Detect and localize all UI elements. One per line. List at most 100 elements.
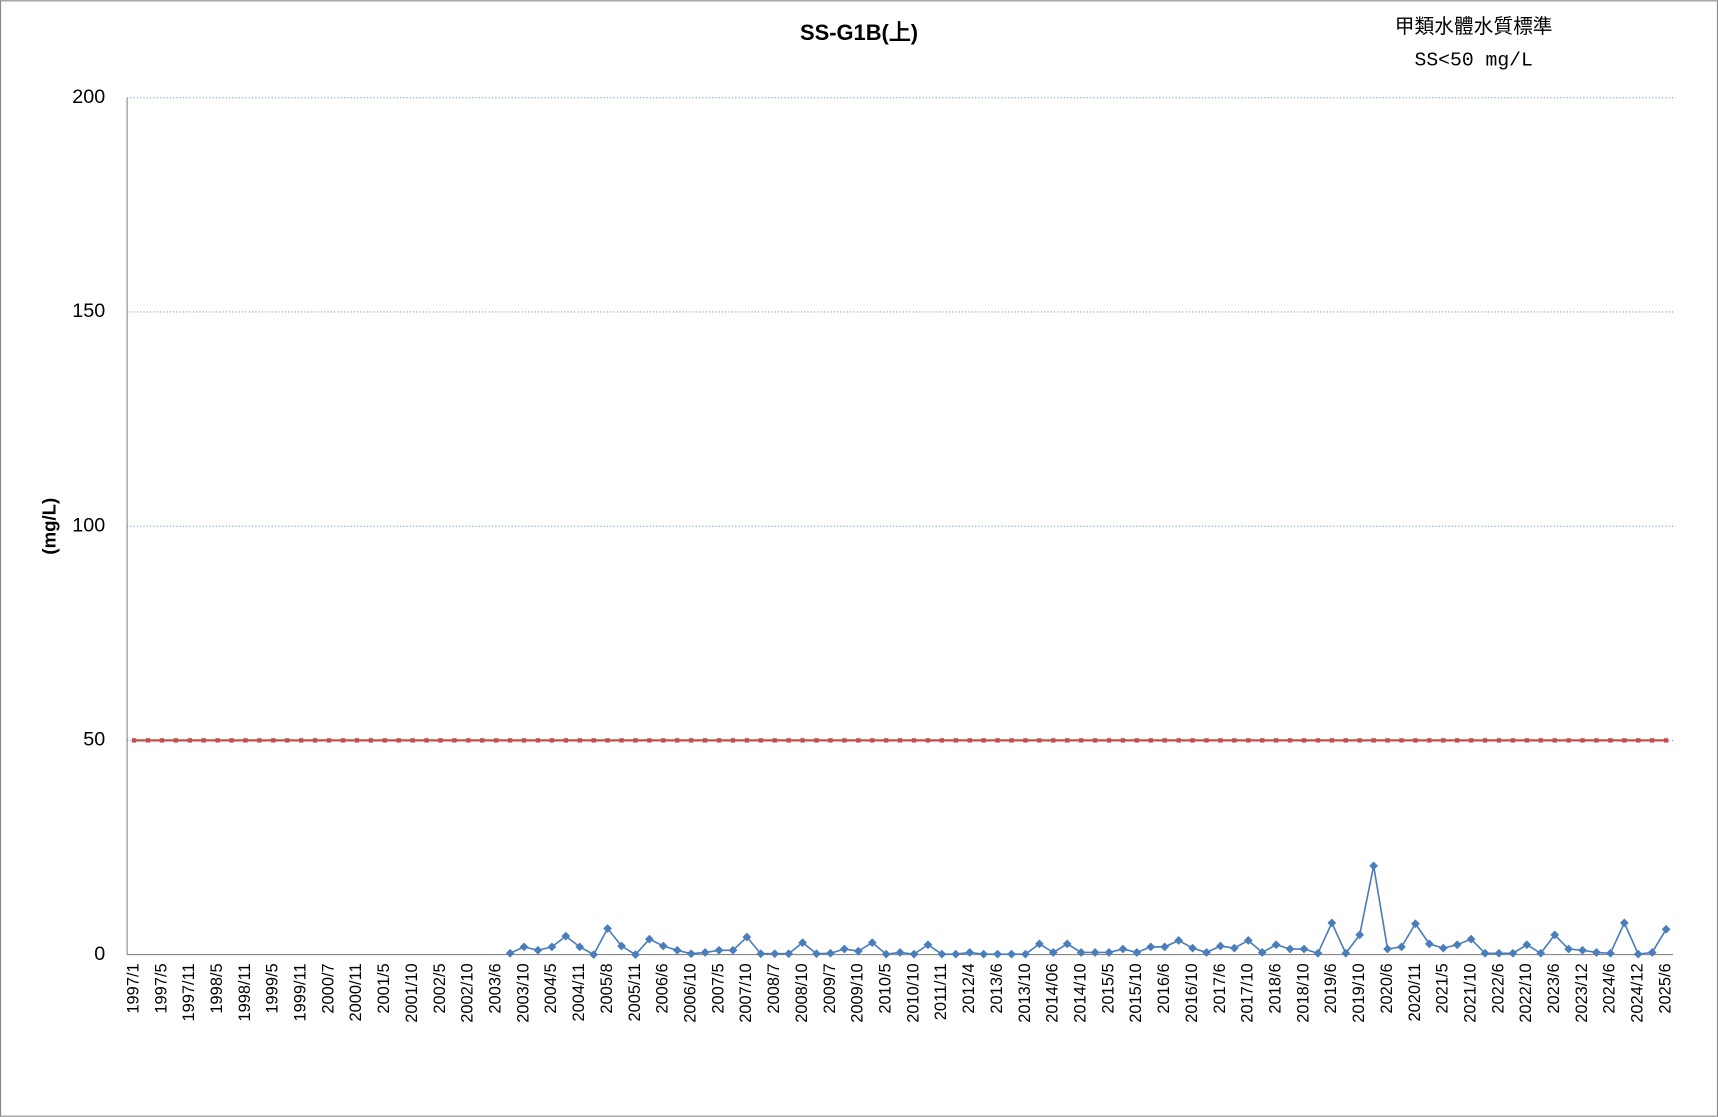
data-point [700, 948, 710, 957]
x-tick-label: 2024/12 [1629, 963, 1647, 1022]
x-tick-label: 2017/10 [1239, 963, 1257, 1022]
data-point [480, 738, 485, 743]
data-point [883, 738, 889, 743]
data-point [645, 934, 654, 944]
data-point [466, 738, 471, 743]
data-point [619, 738, 624, 743]
data-point [1065, 738, 1070, 743]
data-point [1204, 738, 1209, 743]
data-point [1496, 738, 1502, 743]
x-tick-label: 2020/11 [1406, 963, 1424, 1021]
data-point [1468, 738, 1474, 743]
x-tick-label: 2014/06 [1044, 963, 1062, 1022]
x-tick-label: 1997/1 [124, 963, 142, 1013]
data-point [257, 738, 262, 743]
y-tick-label: 150 [72, 300, 105, 322]
data-point [1566, 738, 1571, 743]
data-point [1287, 738, 1293, 743]
data-point [1313, 948, 1323, 958]
data-point [1441, 738, 1446, 743]
data-point [1190, 738, 1195, 743]
data-point [1273, 738, 1279, 743]
data-point [547, 942, 557, 952]
data-point [1494, 948, 1504, 958]
data-point [1051, 738, 1056, 743]
data-point [1661, 924, 1671, 934]
data-point [326, 738, 332, 743]
annotation: 甲類水體水質標準 [1395, 15, 1553, 38]
x-tick-label: 2000/11 [347, 963, 365, 1021]
data-point [201, 738, 206, 743]
data-point [631, 950, 640, 959]
x-tick-label: 2004/5 [542, 963, 560, 1013]
data-point [1592, 948, 1601, 957]
x-tick-label: 2007/10 [737, 963, 755, 1022]
data-point [1399, 738, 1404, 743]
data-point [967, 738, 972, 743]
data-point [853, 946, 863, 956]
data-point [965, 948, 975, 957]
x-tick-label: 2018/6 [1266, 963, 1284, 1013]
data-point [1564, 944, 1574, 954]
x-tick-label: 2012/4 [960, 963, 978, 1013]
data-point [1649, 738, 1655, 743]
data-point [368, 738, 374, 743]
data-point [424, 738, 429, 743]
x-tick-label: 2015/10 [1127, 963, 1145, 1022]
data-point [897, 738, 903, 743]
x-tick-label: 1997/5 [152, 963, 170, 1013]
x-tick-label: 2023/12 [1573, 963, 1591, 1022]
data-point [575, 942, 585, 952]
data-point [354, 738, 360, 743]
data-point [1232, 738, 1237, 743]
x-tick-label: 2019/6 [1322, 963, 1340, 1013]
x-tick-label: 2016/10 [1183, 963, 1201, 1022]
x-tick-label: 2004/11 [570, 963, 588, 1021]
data-point [730, 738, 736, 743]
data-point [1090, 948, 1100, 957]
data-point [1285, 944, 1295, 954]
data-point [1452, 940, 1462, 950]
data-point [1132, 948, 1142, 957]
data-point [1176, 738, 1181, 743]
data-point [438, 738, 443, 743]
x-tick-label: 2021/5 [1434, 963, 1452, 1013]
data-point [1510, 738, 1516, 743]
data-point [1229, 943, 1239, 953]
data-point [911, 738, 917, 743]
data-point [744, 738, 750, 743]
data-point [925, 738, 931, 743]
data-point [589, 950, 599, 959]
x-tick-label: 2016/6 [1155, 963, 1173, 1013]
data-point [605, 738, 610, 743]
data-point [661, 738, 666, 743]
data-point [173, 738, 179, 743]
data-point [756, 949, 766, 959]
data-point [549, 738, 555, 743]
data-point [1636, 738, 1641, 743]
x-tick-label: 2003/6 [487, 963, 505, 1013]
data-point [909, 949, 919, 959]
data-point [1385, 738, 1390, 743]
data-point [953, 738, 958, 743]
data-point [1522, 940, 1532, 950]
data-point [131, 738, 137, 743]
x-tick-label: 2013/10 [1016, 963, 1034, 1022]
data-point [647, 738, 652, 743]
x-tick-label: 2023/6 [1545, 963, 1563, 1013]
x-tick-label: 1998/5 [208, 963, 226, 1013]
x-tick-label: 2001/5 [375, 963, 393, 1013]
data-point [1329, 738, 1335, 743]
x-tick-label: 2009/10 [849, 963, 867, 1022]
data-point [1552, 738, 1557, 743]
data-point [1246, 738, 1251, 743]
data-point [563, 738, 569, 743]
x-tick-label: 1999/11 [292, 963, 310, 1021]
data-point [728, 945, 738, 955]
data-point [923, 940, 933, 950]
data-point [1538, 738, 1543, 743]
x-tick-label: 2008/7 [765, 963, 783, 1013]
data-point [1482, 738, 1488, 743]
data-point [561, 931, 571, 941]
data-point [784, 949, 794, 959]
